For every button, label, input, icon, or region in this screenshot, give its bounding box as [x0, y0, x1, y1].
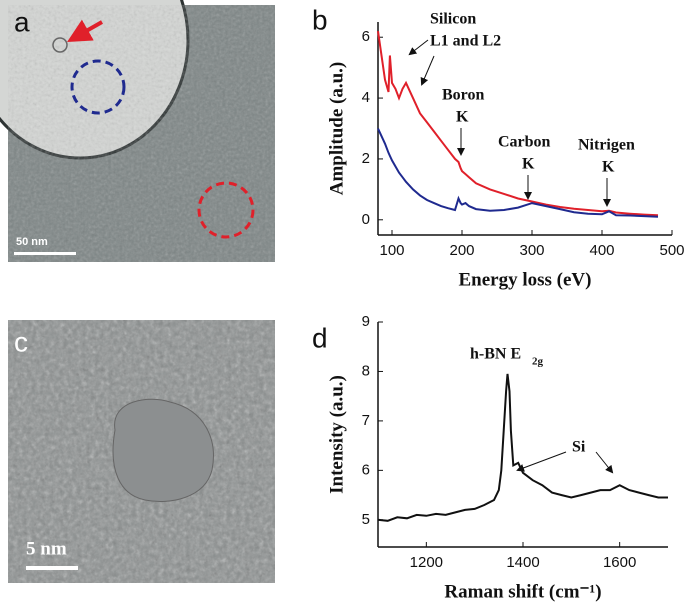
- x-tick-label: 1400: [506, 554, 539, 571]
- x-tick-label: 1200: [410, 554, 443, 571]
- annotation: L1 and L2: [430, 33, 501, 50]
- y-tick-label: 4: [362, 89, 370, 106]
- y-tick-label: 6: [362, 28, 370, 45]
- y-tick-label: 6: [362, 461, 370, 478]
- data-line: [377, 373, 668, 522]
- y-axis-label: Amplitude (a.u.): [326, 62, 347, 196]
- annotation: Carbon: [498, 134, 551, 151]
- x-tick-label: 500: [659, 242, 684, 259]
- data-line: [377, 30, 659, 217]
- y-tick-label: 8: [362, 362, 370, 379]
- x-tick-label: 200: [449, 242, 474, 259]
- annotation: Boron: [442, 87, 484, 104]
- tem-image-a: [0, 0, 275, 262]
- annotation: Si: [572, 439, 586, 456]
- annotation: K: [522, 156, 535, 173]
- panel-label: a: [14, 6, 30, 37]
- annotation: K: [602, 159, 615, 176]
- x-axis-label: Raman shift (cm⁻¹): [444, 581, 601, 602]
- y-tick-label: 2: [362, 150, 370, 167]
- annotation: Nitrigen: [578, 137, 635, 154]
- annotation: h-BN E: [470, 346, 521, 363]
- scale-bar-label: 50 nm: [16, 236, 48, 248]
- y-tick-label: 9: [362, 313, 370, 330]
- y-tick-label: 0: [362, 211, 370, 228]
- data-line: [377, 128, 659, 218]
- y-tick-label: 5: [362, 511, 370, 528]
- x-tick-label: 100: [379, 242, 404, 259]
- annotation: K: [456, 109, 469, 126]
- x-tick-label: 300: [519, 242, 544, 259]
- y-axis-label: Intensity (a.u.): [326, 375, 347, 494]
- x-tick-label: 400: [589, 242, 614, 259]
- y-tick-label: 7: [362, 412, 370, 429]
- tem-image-c: [8, 320, 275, 583]
- x-axis-label: Energy loss (eV): [459, 269, 592, 290]
- panel-label: b: [312, 4, 328, 35]
- panel-label: d: [312, 322, 328, 353]
- panel-label: c: [14, 326, 28, 357]
- annotation-subscript: 2g: [532, 356, 544, 368]
- x-tick-label: 1600: [603, 554, 636, 571]
- annotation: Silicon: [430, 11, 476, 28]
- scale-bar-label: 5 nm: [26, 538, 67, 559]
